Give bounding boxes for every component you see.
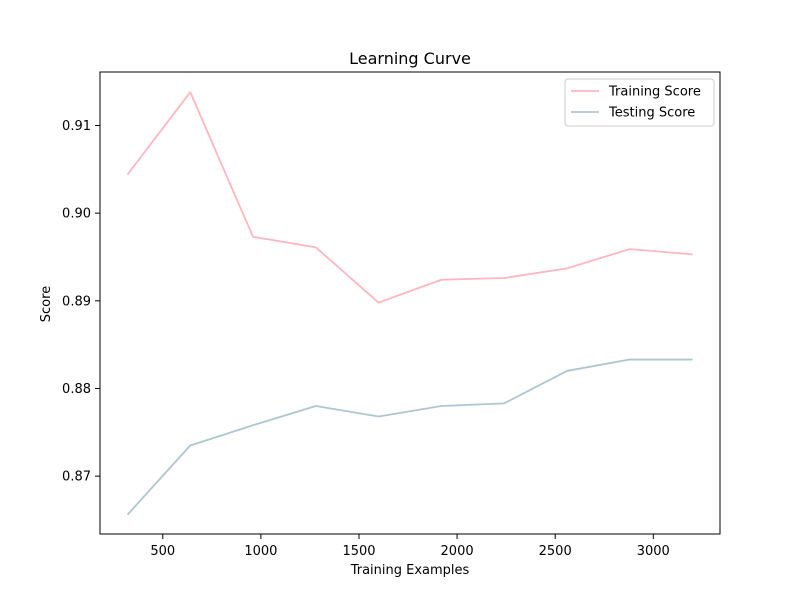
y-tick-label: 0.88 bbox=[62, 382, 91, 397]
legend: Training Score Testing Score bbox=[564, 78, 715, 127]
series-line-testing-score bbox=[126, 358, 693, 516]
x-tick-label: 1500 bbox=[342, 544, 375, 559]
x-tick-label: 2500 bbox=[539, 544, 572, 559]
y-axis-label: Score bbox=[39, 286, 54, 322]
y-tick-label: 0.89 bbox=[62, 294, 91, 309]
plot-area bbox=[126, 91, 693, 516]
legend-box bbox=[564, 78, 715, 127]
x-tick-label: 1000 bbox=[244, 544, 277, 559]
x-axis-label: Training Examples bbox=[350, 563, 470, 578]
x-tick-label: 2000 bbox=[441, 544, 474, 559]
x-tick-label: 3000 bbox=[637, 544, 670, 559]
legend-label: Testing Score bbox=[608, 106, 695, 121]
y-tick-label: 0.87 bbox=[62, 470, 91, 485]
chart-title: Learning Curve bbox=[349, 49, 471, 68]
series-line-training-score bbox=[126, 91, 693, 304]
y-tick-label: 0.91 bbox=[62, 119, 91, 134]
y-tick-label: 0.90 bbox=[62, 207, 91, 222]
legend-label: Training Score bbox=[608, 85, 701, 100]
x-tick-label: 500 bbox=[150, 544, 175, 559]
axes-frame bbox=[99, 71, 721, 535]
axes: 500 1000 1500 2000 2500 3000 0.87 0.88 0.89 0.90 0… bbox=[62, 71, 721, 559]
